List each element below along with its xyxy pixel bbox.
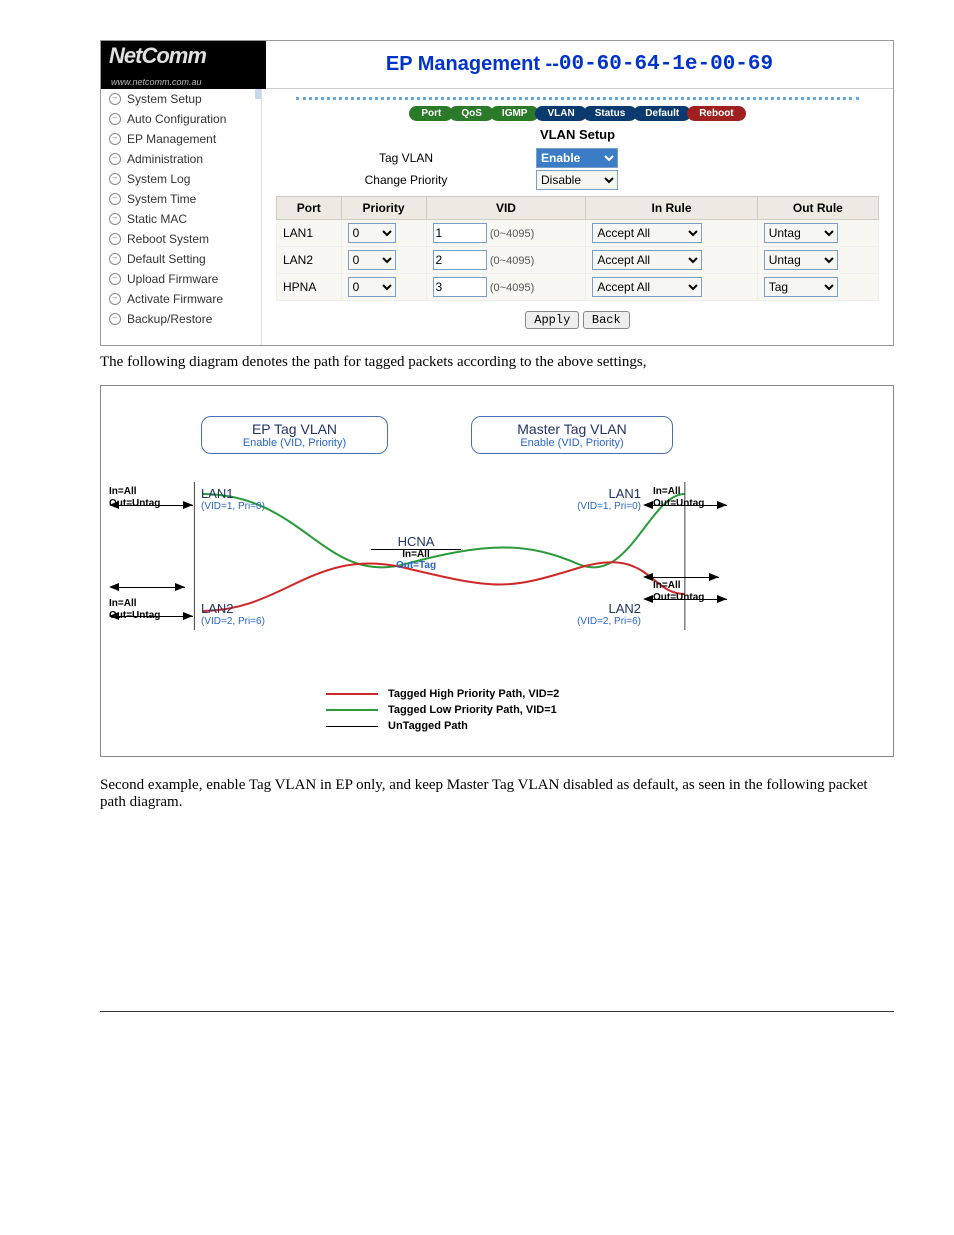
section-title: VLAN Setup xyxy=(276,127,879,142)
table-row: LAN10 (0~4095)Accept AllUntag xyxy=(277,220,879,247)
sidebar-item[interactable]: –Upload Firmware xyxy=(101,269,261,289)
sidebar-item[interactable]: –EP Management xyxy=(101,129,261,149)
packet-path-diagram: EP Tag VLAN Enable (VID, Priority) Maste… xyxy=(100,385,894,757)
outrule-select[interactable]: Tag xyxy=(764,277,838,297)
master-box: Master Tag VLAN Enable (VID, Priority) xyxy=(471,416,673,454)
tag-vlan-label: Tag VLAN xyxy=(276,151,536,165)
m-lan2: LAN2 (VID=2, Pri=6) xyxy=(571,601,641,627)
tab-vlan[interactable]: VLAN xyxy=(535,106,586,121)
page-title: EP Management -- 00-60-64-1e-00-69 xyxy=(266,41,893,89)
table-row: LAN20 (0~4095)Accept AllUntag xyxy=(277,247,879,274)
sidebar-item[interactable]: –System Log xyxy=(101,169,261,189)
vid-input[interactable] xyxy=(433,223,487,243)
sidebar-item[interactable]: –System Time xyxy=(101,189,261,209)
sidebar-item[interactable]: –Activate Firmware xyxy=(101,289,261,309)
vid-input[interactable] xyxy=(433,250,487,270)
ep-lan1: LAN1 (VID=1, Pri=0) xyxy=(201,486,265,512)
ep-box: EP Tag VLAN Enable (VID, Priority) xyxy=(201,416,388,454)
sidebar-item[interactable]: –Backup/Restore xyxy=(101,309,261,329)
tab-default[interactable]: Default xyxy=(633,106,691,121)
priority-select[interactable]: 0 xyxy=(348,250,396,270)
inrule-select[interactable]: Accept All xyxy=(592,277,702,297)
io-m-lan2: In=AllOut=Untag xyxy=(653,580,704,604)
inrule-select[interactable]: Accept All xyxy=(592,223,702,243)
priority-select[interactable]: 0 xyxy=(348,277,396,297)
io-m-lan1: In=AllOut=Untag xyxy=(653,486,704,510)
tab-bar: PortQoSIGMPVLANStatusDefaultReboot xyxy=(276,104,879,121)
paragraph-2: Second example, enable Tag VLAN in EP on… xyxy=(100,777,894,811)
sidebar-item[interactable]: –Administration xyxy=(101,149,261,169)
sidebar: –System Setup–Auto Configuration–EP Mana… xyxy=(101,89,262,345)
caption-text: The following diagram denotes the path f… xyxy=(100,354,894,371)
sidebar-item[interactable]: –Auto Configuration xyxy=(101,109,261,129)
apply-button[interactable]: Apply xyxy=(525,311,579,329)
tab-igmp[interactable]: IGMP xyxy=(490,106,540,121)
sidebar-item[interactable]: –System Setup xyxy=(101,89,261,109)
tab-status[interactable]: Status xyxy=(583,106,638,121)
tab-port[interactable]: Port xyxy=(409,106,453,121)
back-button[interactable]: Back xyxy=(583,311,630,329)
vlan-table: PortPriorityVIDIn RuleOut Rule LAN10 (0~… xyxy=(276,196,879,301)
inrule-select[interactable]: Accept All xyxy=(592,250,702,270)
priority-select[interactable]: 0 xyxy=(348,223,396,243)
hcna-node: HCNA In=All Out=Tag xyxy=(381,534,451,571)
table-row: HPNA0 (0~4095)Accept AllTag xyxy=(277,274,879,301)
sidebar-item[interactable]: –Reboot System xyxy=(101,229,261,249)
diagram-legend: Tagged High Priority Path, VID=2Tagged L… xyxy=(326,684,559,736)
tag-vlan-select[interactable]: Enable xyxy=(536,148,618,168)
outrule-select[interactable]: Untag xyxy=(764,250,838,270)
outrule-select[interactable]: Untag xyxy=(764,223,838,243)
brand-logo: NetComm www.netcomm.com.au xyxy=(101,41,266,89)
vid-input[interactable] xyxy=(433,277,487,297)
tab-reboot[interactable]: Reboot xyxy=(687,106,745,121)
ep-lan2: LAN2 (VID=2, Pri=6) xyxy=(201,601,265,627)
m-lan1: LAN1 (VID=1, Pri=0) xyxy=(571,486,641,512)
sidebar-item[interactable]: –Static MAC xyxy=(101,209,261,229)
change-priority-select[interactable]: Disable xyxy=(536,170,618,190)
change-priority-label: Change Priority xyxy=(276,173,536,187)
sidebar-item[interactable]: –Default Setting xyxy=(101,249,261,269)
tab-qos[interactable]: QoS xyxy=(449,106,494,121)
